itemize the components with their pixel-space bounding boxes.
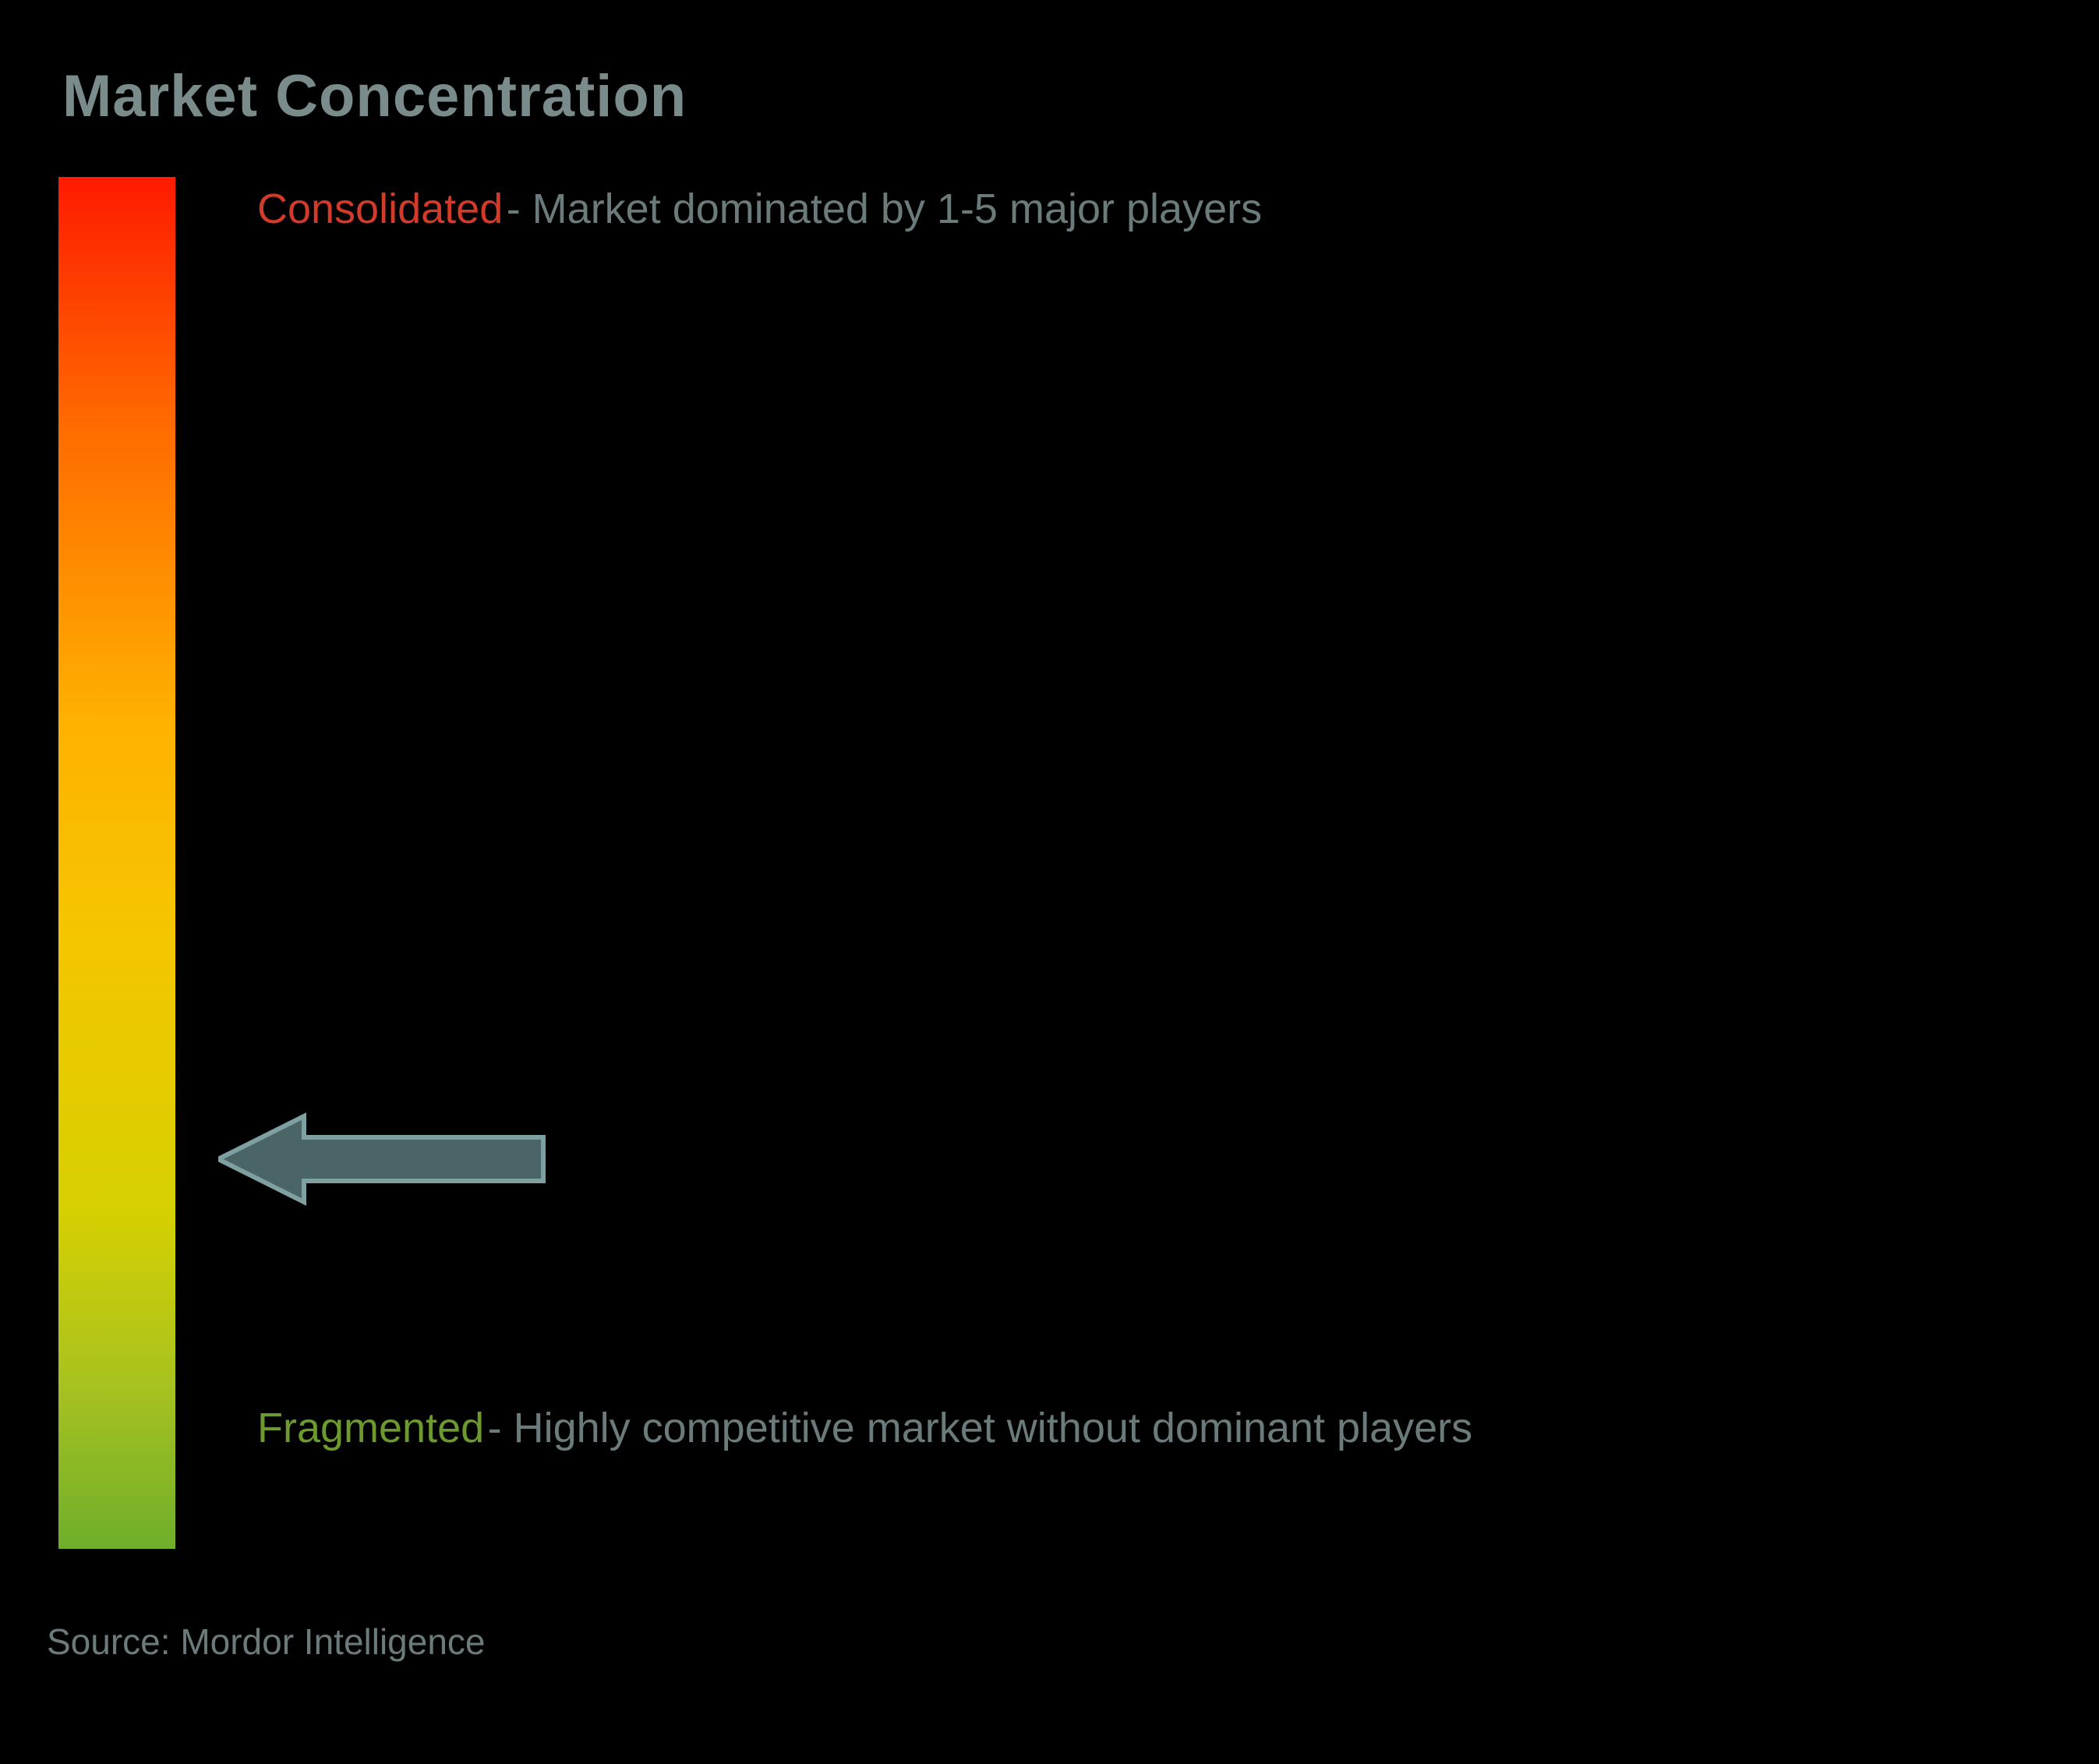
chart-title: Market Concentration: [62, 62, 2052, 130]
top-label-row: Consolidated - Market dominated by 1-5 m…: [257, 185, 2005, 233]
source-label: Source:: [47, 1621, 171, 1662]
market-concentration-infographic: Market Concentration Consolidated - Mark…: [0, 0, 2099, 1764]
concentration-gradient-bar: [58, 177, 175, 1549]
consolidated-description: - Market dominated by 1-5 major players: [507, 186, 1262, 232]
arrow-left-icon: [218, 1112, 546, 1206]
source-line: Source: Mordor Intelligence: [47, 1621, 486, 1663]
fragmented-description: - Highly competitive market without domi…: [488, 1405, 1473, 1451]
consolidated-key: Consolidated: [257, 186, 503, 232]
source-value: Mordor Intelligence: [180, 1621, 485, 1662]
bottom-label-row: Fragmented - Highly competitive market w…: [257, 1393, 2005, 1465]
chart-body: Consolidated - Market dominated by 1-5 m…: [47, 177, 2052, 1549]
position-arrow: [218, 1112, 546, 1206]
fragmented-key: Fragmented: [257, 1405, 484, 1451]
